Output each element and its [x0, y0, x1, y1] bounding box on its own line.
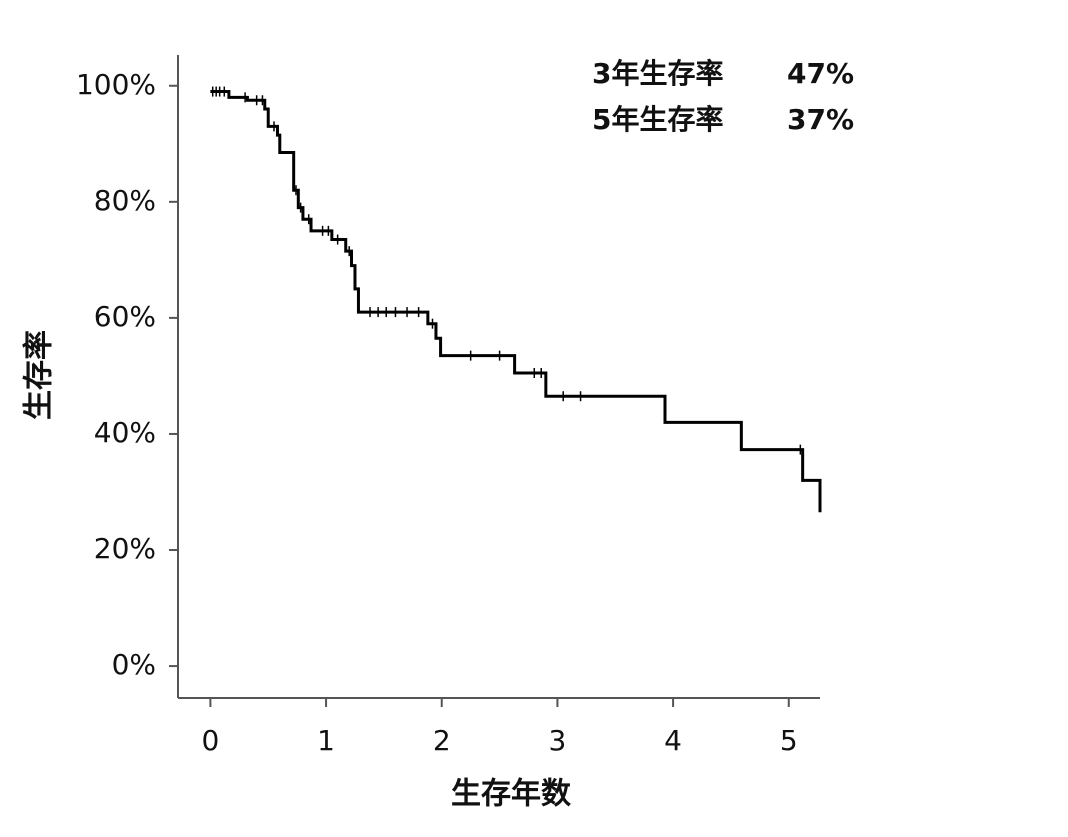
y-tick-label: 100%: [76, 68, 156, 101]
annotation-value: 37%: [787, 103, 854, 136]
x-tick-label: 2: [433, 724, 451, 757]
survival-curve: [210, 90, 822, 513]
annotation-value: 47%: [787, 57, 854, 90]
x-tick-label: 4: [664, 724, 682, 757]
y-axis-label: 生存率: [22, 330, 57, 420]
annotation-label: 5年生存率: [592, 103, 723, 136]
annotation-label: 3年生存率: [592, 57, 723, 90]
y-tick-label: 0%: [112, 648, 156, 681]
x-tick-label: 0: [201, 724, 219, 757]
x-tick-label: 5: [780, 724, 798, 757]
y-tick-label: 80%: [94, 184, 156, 217]
y-tick-label: 40%: [94, 416, 156, 449]
y-tick-label: 20%: [94, 532, 156, 565]
x-tick-label: 3: [549, 724, 567, 757]
x-tick-label: 1: [317, 724, 335, 757]
y-tick-label: 60%: [94, 300, 156, 333]
x-axis-label: 生存年数: [451, 777, 572, 812]
